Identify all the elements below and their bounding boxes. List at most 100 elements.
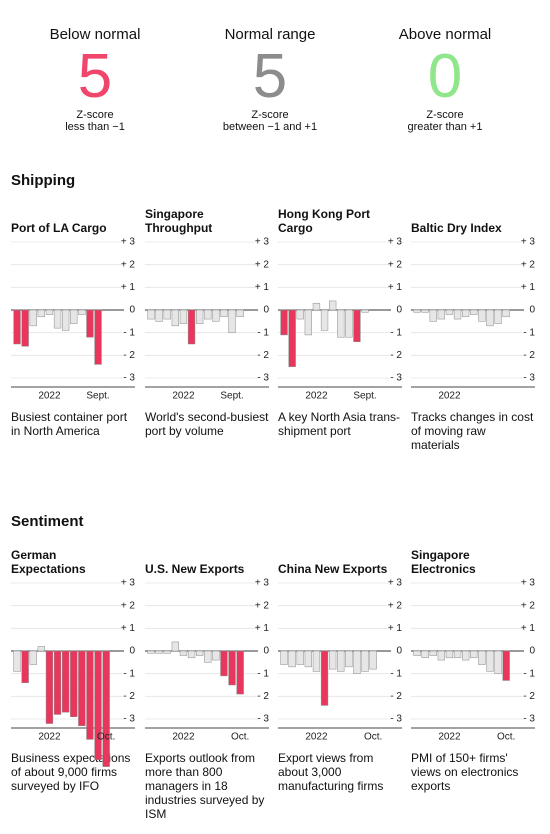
x-tick-label: Sept. — [353, 391, 376, 402]
y-tick-label: + 1 — [255, 623, 270, 634]
bar — [453, 309, 462, 320]
bar — [13, 650, 21, 672]
bar — [312, 302, 321, 311]
y-tick-label: + 3 — [388, 578, 403, 589]
y-tick-label: - 3 — [123, 373, 135, 384]
y-tick-label: - 2 — [390, 691, 402, 702]
bar — [494, 309, 502, 324]
chart-description: PMI of 150+ firms' views on electronics … — [411, 751, 519, 793]
y-tick-label: + 2 — [255, 600, 270, 611]
bar — [155, 650, 163, 654]
bar — [421, 650, 429, 659]
summary-label: Above normal — [398, 26, 492, 43]
chart: + 3 + 2 + 1 0 - 1 - 2 - 3 2022 Sept. — [278, 237, 403, 402]
bar — [45, 309, 54, 315]
bar — [147, 650, 155, 654]
bar — [369, 650, 377, 670]
y-tick-label: - 3 — [257, 714, 269, 725]
y-tick-label: 0 — [529, 305, 535, 316]
chart: + 3 + 2 + 1 0 - 1 - 2 - 3 2022 Oct. — [145, 578, 270, 743]
chart-title: German Expectations — [11, 548, 86, 576]
bar — [353, 309, 361, 342]
bar — [361, 650, 369, 672]
y-tick-label: - 3 — [123, 714, 135, 725]
x-tick-label: Oct. — [364, 732, 382, 743]
section-title: Shipping — [11, 172, 76, 189]
bar — [13, 309, 21, 345]
y-tick-label: 0 — [263, 646, 269, 657]
bar — [478, 309, 486, 322]
x-tick-label: Oct. — [497, 732, 515, 743]
y-tick-label: - 2 — [390, 350, 402, 361]
bar — [94, 650, 102, 761]
bar — [228, 309, 236, 333]
bar — [212, 650, 220, 661]
x-tick-label: 2022 — [38, 391, 61, 402]
bar — [296, 309, 304, 320]
y-tick-label: - 1 — [390, 668, 402, 679]
bar — [187, 309, 196, 345]
section-title: Sentiment — [11, 513, 84, 530]
summary-count: 0 — [427, 42, 463, 111]
bar — [337, 309, 345, 338]
bar — [486, 309, 494, 327]
bar — [470, 309, 478, 315]
y-tick-label: + 1 — [121, 282, 136, 293]
bar — [312, 650, 321, 672]
chart-description: Export views from about 3,000 manufactur… — [278, 751, 384, 793]
bar — [437, 309, 446, 320]
bar — [86, 650, 94, 740]
chart-description: Tracks changes in cost of moving raw mat… — [411, 410, 534, 452]
y-tick-label: + 2 — [521, 600, 536, 611]
summary-label: Normal range — [224, 26, 316, 43]
y-tick-label: - 1 — [390, 327, 402, 338]
y-tick-label: - 1 — [523, 327, 535, 338]
chart: + 3 + 2 + 1 0 - 1 - 2 - 3 2022 Oct. — [278, 578, 403, 743]
bar — [478, 650, 486, 665]
x-tick-label: Sept. — [220, 391, 243, 402]
bar — [329, 650, 337, 670]
bar — [220, 309, 228, 318]
bar — [21, 309, 29, 347]
y-tick-label: - 3 — [257, 373, 269, 384]
bar — [304, 309, 313, 336]
chart: + 3 + 2 + 1 0 - 1 - 2 - 3 2022 Sept. — [11, 237, 136, 402]
x-tick-label: 2022 — [172, 391, 195, 402]
bar — [212, 309, 220, 322]
chart: + 3 + 2 + 1 0 - 1 - 2 - 3 2022 Oct. — [11, 578, 136, 767]
y-tick-label: 0 — [263, 305, 269, 316]
bar — [236, 650, 244, 695]
bar — [204, 650, 212, 663]
chart-title: Singapore Electronics — [411, 548, 476, 576]
bar — [345, 309, 353, 338]
bar — [437, 650, 446, 661]
bar — [70, 309, 78, 324]
bar — [220, 650, 228, 677]
bar — [62, 650, 70, 713]
y-tick-label: - 2 — [523, 350, 535, 361]
y-tick-label: + 3 — [121, 578, 136, 589]
x-tick-label: Oct. — [97, 732, 115, 743]
bar — [470, 650, 478, 659]
bar — [288, 650, 296, 668]
bar — [429, 650, 437, 656]
bar — [429, 309, 437, 322]
bar — [502, 650, 510, 681]
y-tick-label: + 3 — [521, 237, 536, 248]
bar — [345, 650, 353, 668]
y-tick-label: + 2 — [388, 259, 403, 270]
y-tick-label: - 3 — [523, 714, 535, 725]
bar — [337, 650, 345, 672]
bar — [70, 650, 78, 717]
y-tick-label: + 2 — [121, 259, 136, 270]
bar — [445, 309, 454, 315]
bar — [421, 309, 429, 313]
bar — [204, 309, 212, 320]
y-tick-label: - 1 — [523, 668, 535, 679]
x-tick-label: 2022 — [438, 732, 461, 743]
bar — [37, 646, 46, 652]
y-tick-label: + 1 — [521, 282, 536, 293]
y-tick-label: + 3 — [255, 237, 270, 248]
bar — [304, 650, 313, 668]
y-tick-label: + 3 — [388, 237, 403, 248]
